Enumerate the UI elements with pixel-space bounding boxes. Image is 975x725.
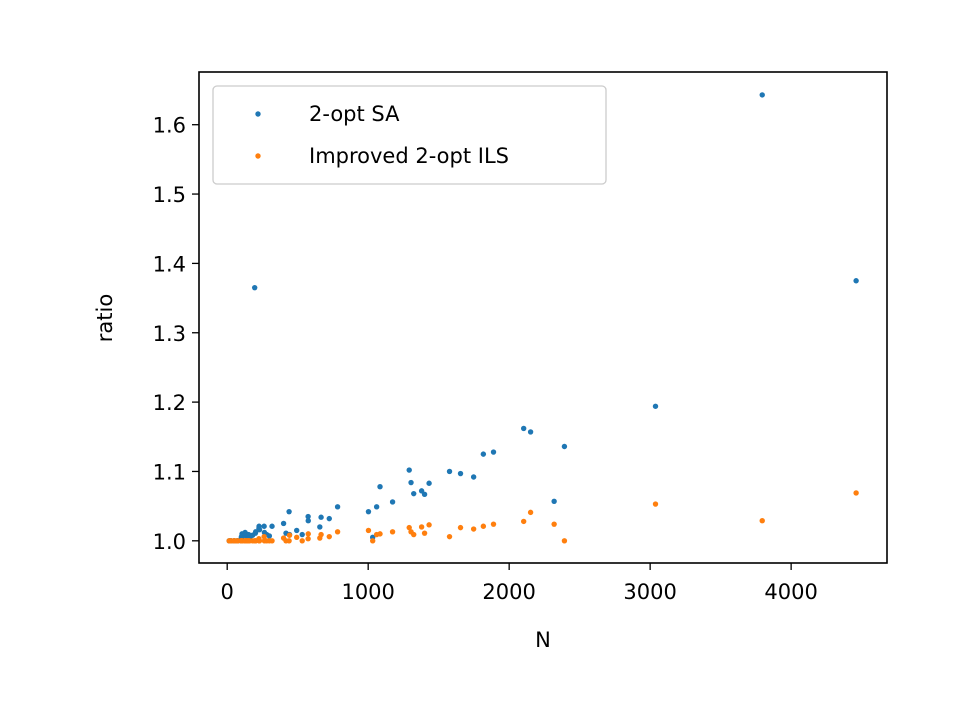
x-axis: 0 1000 2000 3000 4000 xyxy=(221,563,818,604)
legend-label-improved-2-opt-ils: Improved 2-opt ILS xyxy=(309,144,509,168)
legend-marker-improved-2-opt-ils xyxy=(255,153,261,159)
data-point xyxy=(261,523,267,529)
data-point xyxy=(269,538,275,544)
data-point xyxy=(446,533,453,540)
data-point xyxy=(286,538,292,544)
y-tick-label: 1.0 xyxy=(153,530,186,554)
y-axis: 1.0 1.1 1.2 1.3 1.4 1.5 1.6 xyxy=(153,114,199,554)
data-point xyxy=(457,470,464,477)
data-point xyxy=(256,527,263,533)
legend-box xyxy=(212,85,607,185)
data-point xyxy=(377,484,383,490)
plot-frame xyxy=(198,71,888,564)
data-point xyxy=(527,429,534,435)
legend-marker-2-opt-sa xyxy=(255,111,261,117)
data-point xyxy=(389,529,396,535)
data-point xyxy=(369,538,376,544)
legend: 2-opt SA Improved 2-opt ILS xyxy=(212,85,607,185)
data-point xyxy=(490,521,497,527)
data-point xyxy=(421,491,428,498)
data-point xyxy=(446,468,453,475)
data-point xyxy=(426,480,432,486)
data-point xyxy=(305,518,311,524)
data-point xyxy=(759,92,765,98)
data-point xyxy=(418,524,425,530)
data-point xyxy=(326,515,332,522)
data-point xyxy=(318,531,324,538)
data-point xyxy=(305,513,311,520)
x-axis-label: N xyxy=(535,628,551,652)
data-point xyxy=(266,533,273,539)
data-point xyxy=(334,529,341,535)
data-point xyxy=(520,425,527,432)
y-tick-label: 1.1 xyxy=(153,460,186,484)
data-point xyxy=(421,530,428,536)
y-tick-label: 1.4 xyxy=(153,252,186,276)
data-point xyxy=(470,526,477,532)
x-tick-label: 4000 xyxy=(764,580,817,604)
data-point xyxy=(411,490,417,497)
y-axis-label: ratio xyxy=(93,294,117,342)
data-point xyxy=(457,524,464,531)
y-tick-label: 1.3 xyxy=(153,322,186,346)
data-point xyxy=(251,284,258,291)
data-point xyxy=(389,499,396,505)
data-point xyxy=(305,536,311,542)
data-point xyxy=(551,498,557,504)
series-1 xyxy=(226,490,859,544)
data-point xyxy=(406,524,412,531)
y-tick-label: 1.6 xyxy=(153,114,186,138)
data-point xyxy=(294,527,300,534)
data-point xyxy=(365,527,372,534)
data-point xyxy=(294,534,300,541)
data-point xyxy=(280,520,287,527)
data-point xyxy=(377,531,383,537)
data-point xyxy=(561,538,568,544)
data-point xyxy=(520,518,527,525)
data-point xyxy=(480,451,487,457)
data-point xyxy=(853,490,859,496)
data-point xyxy=(373,504,380,510)
data-point xyxy=(305,531,311,537)
data-point xyxy=(286,532,293,538)
data-point xyxy=(490,449,497,455)
data-point xyxy=(480,523,487,529)
data-point xyxy=(406,467,412,473)
data-point xyxy=(256,538,263,544)
data-point xyxy=(411,531,417,538)
data-point xyxy=(317,524,323,530)
data-point xyxy=(561,443,568,450)
data-point xyxy=(527,509,534,516)
data-point xyxy=(470,474,477,480)
data-point xyxy=(299,531,305,538)
data-point xyxy=(426,522,432,528)
data-point xyxy=(408,479,414,486)
data-point xyxy=(334,504,341,510)
data-point xyxy=(286,508,292,515)
x-tick-label: 3000 xyxy=(623,580,676,604)
data-point xyxy=(318,514,324,520)
data-point xyxy=(853,278,859,284)
legend-label-2-opt-sa: 2-opt SA xyxy=(309,102,400,126)
data-point xyxy=(261,533,267,540)
data-point xyxy=(551,521,557,527)
x-tick-label: 2000 xyxy=(482,580,535,604)
y-tick-label: 1.5 xyxy=(153,183,186,207)
data-point xyxy=(299,538,305,544)
points-layer xyxy=(226,92,859,544)
x-tick-label: 0 xyxy=(221,580,234,604)
x-tick-label: 1000 xyxy=(341,580,394,604)
data-point xyxy=(269,523,275,529)
data-point xyxy=(652,403,659,409)
y-tick-label: 1.2 xyxy=(153,391,186,415)
data-point xyxy=(652,501,659,507)
data-point xyxy=(365,508,372,515)
data-point xyxy=(326,533,332,540)
data-point xyxy=(759,518,765,524)
